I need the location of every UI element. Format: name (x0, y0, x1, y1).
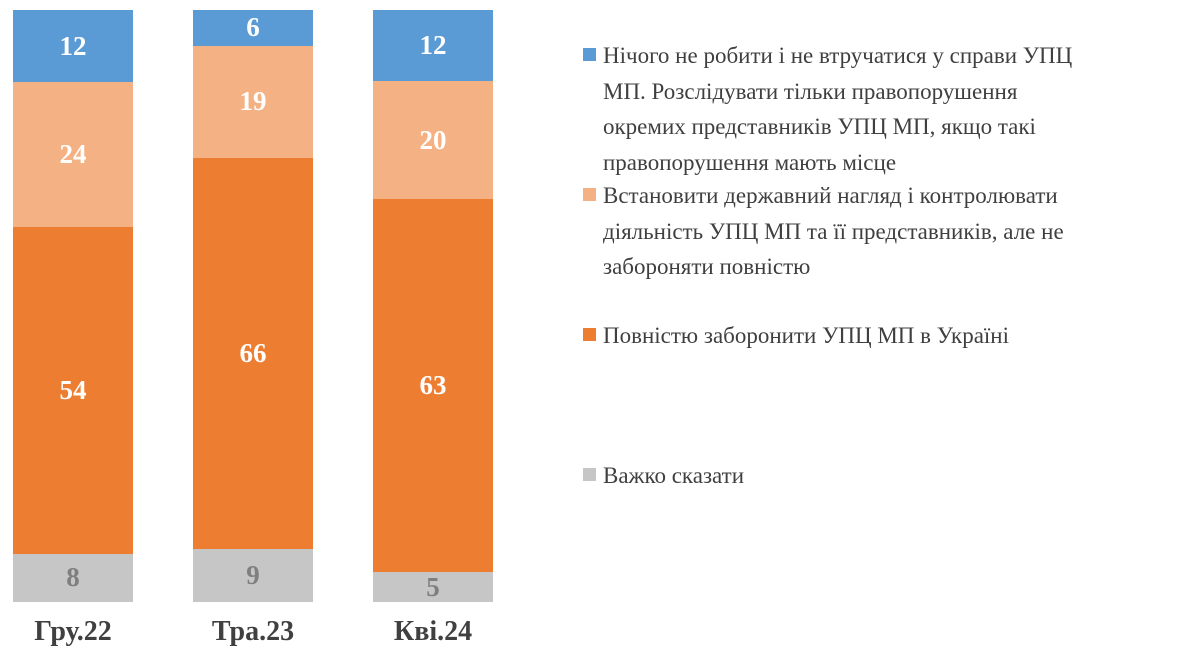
bar-segment: 12 (13, 10, 133, 83)
x-axis-label: Тра.23 (211, 616, 295, 647)
bar-segment: 20 (373, 81, 493, 200)
legend-item: Важко сказати (583, 458, 744, 494)
bar-value-label: 54 (59, 375, 87, 406)
legend-label: Встановити державний нагляд і контролюва… (603, 183, 1064, 280)
bar-value-label: 9 (246, 559, 260, 590)
legend-label: Важко сказати (603, 463, 744, 488)
bar-value-label: 12 (59, 30, 87, 61)
bar-value-label: 66 (239, 337, 267, 368)
bar-value-label: 5 (426, 571, 440, 602)
bar-segment: 12 (373, 10, 493, 82)
bar-value-label: 6 (246, 12, 260, 43)
legend-color-swatch (583, 468, 596, 481)
legend-item: Нічого не робити і не втручатися у справ… (583, 38, 1072, 181)
bar-value-label: 19 (239, 86, 267, 117)
bar-value-label: 8 (66, 562, 80, 593)
legend-color-swatch (583, 48, 596, 61)
plot-area: 12 24 54 8 6 19 66 9 12 20 63 5 (0, 10, 545, 602)
bar-segment: 9 (193, 548, 313, 602)
bar-segment: 19 (193, 45, 313, 158)
bar-segment: 54 (13, 227, 133, 554)
legend-color-swatch (583, 188, 596, 201)
bar-value-label: 20 (419, 124, 447, 155)
x-axis-label: Кві.24 (393, 616, 473, 647)
legend-label: Повністю заборонити УПЦ МП в Україні (603, 323, 1009, 348)
bar-segment: 8 (13, 553, 133, 602)
bar-segment: 66 (193, 157, 313, 549)
bar-value-label: 63 (419, 370, 447, 401)
x-axis-label: Гру.22 (34, 616, 112, 647)
legend-color-swatch (583, 328, 596, 341)
legend-label: Нічого не робити і не втручатися у справ… (603, 43, 1073, 175)
bar-segment: 63 (373, 199, 493, 573)
bar-value-label: 24 (59, 139, 87, 170)
bar-segment: 6 (193, 10, 313, 46)
bar-value-label: 12 (419, 30, 447, 61)
stacked-bar: 12 20 63 5 (373, 10, 493, 602)
legend-item: Встановити державний нагляд і контролюва… (583, 178, 1064, 285)
chart-legend: Нічого не робити і не втручатися у справ… (583, 0, 1198, 672)
bar-segment: 5 (373, 572, 493, 602)
stacked-bar: 12 24 54 8 (13, 10, 133, 602)
stacked-bar: 6 19 66 9 (193, 10, 313, 602)
bar-segment: 24 (13, 82, 133, 228)
legend-item: Повністю заборонити УПЦ МП в Україні (583, 318, 1009, 354)
